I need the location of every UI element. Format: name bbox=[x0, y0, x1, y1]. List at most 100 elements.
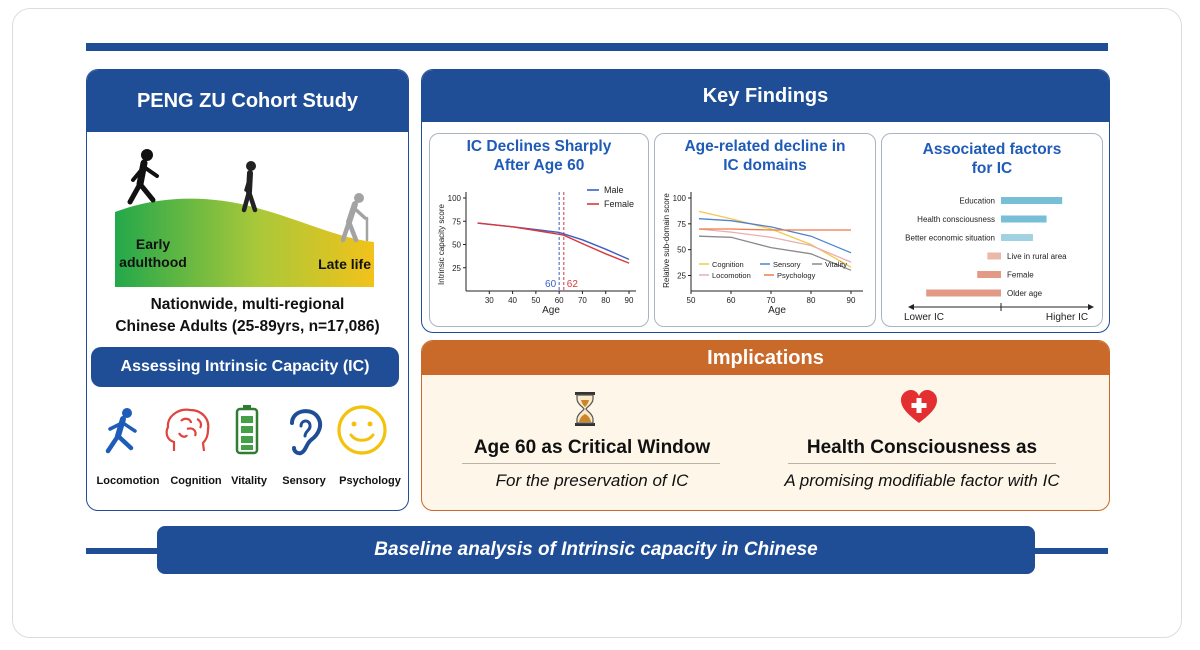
cohort-scope: Nationwide, multi-regional bbox=[150, 296, 345, 313]
chart2-title-line1: Age-related decline in bbox=[684, 138, 846, 155]
y-tick-label: 50 bbox=[452, 241, 461, 250]
y-tick-label: 75 bbox=[452, 217, 461, 226]
legend-label-psychology: Psychology bbox=[777, 271, 816, 280]
life-hill bbox=[115, 198, 374, 287]
factor-bar-better-economic-situation bbox=[1001, 234, 1033, 241]
series-line-psychology bbox=[699, 228, 851, 231]
cohort-population: Chinese Adults (25-89yrs, n=17,086) bbox=[115, 318, 380, 335]
sensory-ear-icon bbox=[290, 409, 323, 456]
chart3-title-line1: Associated factors bbox=[922, 141, 1062, 158]
threshold-label-60: 60 bbox=[545, 279, 557, 290]
assessing-ic-bar: Assessing Intrinsic Capacity (IC) bbox=[91, 347, 399, 387]
x-tick-label: 60 bbox=[727, 296, 736, 305]
implication-1-title: Age 60 as Critical Window bbox=[473, 437, 711, 458]
ic-decline-chart-card: IC Declines Sharply After Age 60 25 50 75 1… bbox=[429, 133, 649, 327]
domain-label-vitality: Vitality bbox=[231, 475, 267, 487]
implications-title: Implications bbox=[422, 341, 1109, 375]
factor-bar-female bbox=[977, 271, 1001, 278]
hourglass-icon bbox=[575, 392, 595, 426]
domain-label-sensory: Sensory bbox=[282, 475, 326, 487]
higher-ic-label: Higher IC bbox=[1046, 312, 1088, 323]
associated-factors-chart-card: Associated factors for IC Education Healt… bbox=[881, 133, 1103, 327]
series-line-sensory bbox=[698, 218, 852, 254]
young-walker-icon bbox=[127, 149, 159, 205]
factor-bar-older-age bbox=[926, 289, 1001, 297]
elderly-person-icon bbox=[340, 193, 369, 243]
factor-bar-education bbox=[1001, 197, 1063, 204]
y-axis-label: Relative sub-domain score bbox=[662, 193, 671, 288]
ic-axis-left-arrow bbox=[908, 304, 914, 310]
ic-axis-right-arrow bbox=[1088, 304, 1094, 310]
x-tick-label: 80 bbox=[807, 296, 816, 305]
factor-label-education: Education bbox=[959, 197, 995, 206]
heart-health-icon bbox=[901, 390, 937, 423]
chart1-title-line2: After Age 60 bbox=[493, 157, 585, 174]
x-axis-label: Age bbox=[542, 305, 560, 316]
legend-label-female: Female bbox=[604, 199, 634, 209]
life-course-illustration: Early adulthood Late life bbox=[115, 149, 374, 287]
implication-1-rule bbox=[462, 463, 720, 464]
key-findings-title: Key Findings bbox=[422, 70, 1109, 122]
legend-label-cognition: Cognition bbox=[712, 260, 744, 269]
locomotion-icon bbox=[105, 408, 137, 454]
implications-panel: Implications Age 60 as Critical Window F… bbox=[421, 340, 1110, 511]
associated-factors-chart: Education Health consciousness Better econ… bbox=[904, 197, 1094, 323]
domain-decline-chart: 25 50 75 100 50 60 70 80 90 Age Relative sub-domai… bbox=[662, 192, 863, 316]
x-tick-label: 90 bbox=[625, 296, 634, 305]
legend-label-male: Male bbox=[604, 185, 624, 195]
factor-label-health-consciousness: Health consciousness bbox=[917, 215, 995, 224]
stage-early-line2: adulthood bbox=[119, 254, 187, 270]
y-tick-label: 75 bbox=[677, 220, 686, 229]
x-tick-label: 90 bbox=[847, 296, 856, 305]
x-tick-label: 60 bbox=[555, 296, 564, 305]
chart2-title-line2: IC domains bbox=[723, 157, 807, 174]
x-tick-label: 70 bbox=[767, 296, 776, 305]
factor-label-better-economic-situation: Better economic situation bbox=[905, 234, 995, 243]
y-tick-label: 100 bbox=[448, 194, 462, 203]
implication-2-rule bbox=[788, 463, 1056, 464]
x-tick-label: 50 bbox=[687, 296, 696, 305]
stage-late: Late life bbox=[318, 256, 371, 272]
legend-label-locomotion: Locomotion bbox=[712, 271, 751, 280]
y-tick-label: 100 bbox=[673, 194, 687, 203]
vitality-icon bbox=[235, 405, 259, 455]
domain-label-locomotion: Locomotion bbox=[96, 475, 160, 487]
threshold-label-62: 62 bbox=[567, 279, 579, 290]
x-tick-label: 30 bbox=[485, 296, 494, 305]
cognition-icon bbox=[165, 408, 210, 452]
chart1-title-line1: IC Declines Sharply bbox=[466, 138, 612, 155]
implication-2-title: Health Consciousness as bbox=[806, 437, 1038, 458]
lower-ic-label: Lower IC bbox=[904, 312, 944, 323]
y-tick-label: 25 bbox=[677, 272, 686, 281]
domain-decline-chart-card: Age-related decline in IC domains 25 50 75… bbox=[654, 133, 876, 327]
implication-2-subtitle: A promising modifiable factor with IC bbox=[784, 471, 1060, 490]
factor-bar-live-in-rural-area bbox=[987, 252, 1001, 260]
series-line-cognition bbox=[698, 210, 852, 268]
domain-label-psychology: Psychology bbox=[339, 475, 401, 487]
domain-icons bbox=[105, 405, 387, 456]
implication-1-subtitle: For the preservation of IC bbox=[495, 471, 689, 490]
y-axis-label: Intrinsic capacity score bbox=[437, 203, 446, 284]
key-findings-panel: Key Findings IC Declines Sharply After A… bbox=[421, 69, 1110, 333]
factor-label-live-in-rural-area: Live in rural area bbox=[1007, 252, 1067, 261]
legend-label-sensory: Sensory bbox=[773, 260, 801, 269]
series-line-female bbox=[477, 222, 630, 264]
factor-bar-health-consciousness bbox=[1001, 215, 1047, 223]
stage-early-line1: Early bbox=[136, 236, 170, 252]
cohort-panel: PENG ZU Cohort Study bbox=[86, 69, 409, 511]
adult-walker-icon bbox=[241, 161, 258, 213]
x-tick-label: 70 bbox=[578, 296, 587, 305]
top-rule bbox=[86, 43, 1108, 51]
y-tick-label: 25 bbox=[452, 264, 461, 273]
chart3-title-line2: for IC bbox=[971, 160, 1013, 177]
series-line-locomotion bbox=[698, 228, 852, 263]
cohort-title: PENG ZU Cohort Study bbox=[87, 70, 408, 132]
ic-decline-chart: 25 50 75 100 30 40 50 60 70 80 90 Age Intrinsic capa… bbox=[437, 185, 636, 316]
x-axis-label: Age bbox=[768, 305, 786, 316]
x-tick-label: 80 bbox=[601, 296, 610, 305]
summary-banner: Baseline analysis of Intrinsic capacity … bbox=[157, 526, 1035, 574]
legend-label-vitality: Vitality bbox=[825, 260, 847, 269]
x-tick-label: 40 bbox=[508, 296, 517, 305]
factor-label-older-age: Older age bbox=[1007, 289, 1043, 298]
y-tick-label: 50 bbox=[677, 246, 686, 255]
